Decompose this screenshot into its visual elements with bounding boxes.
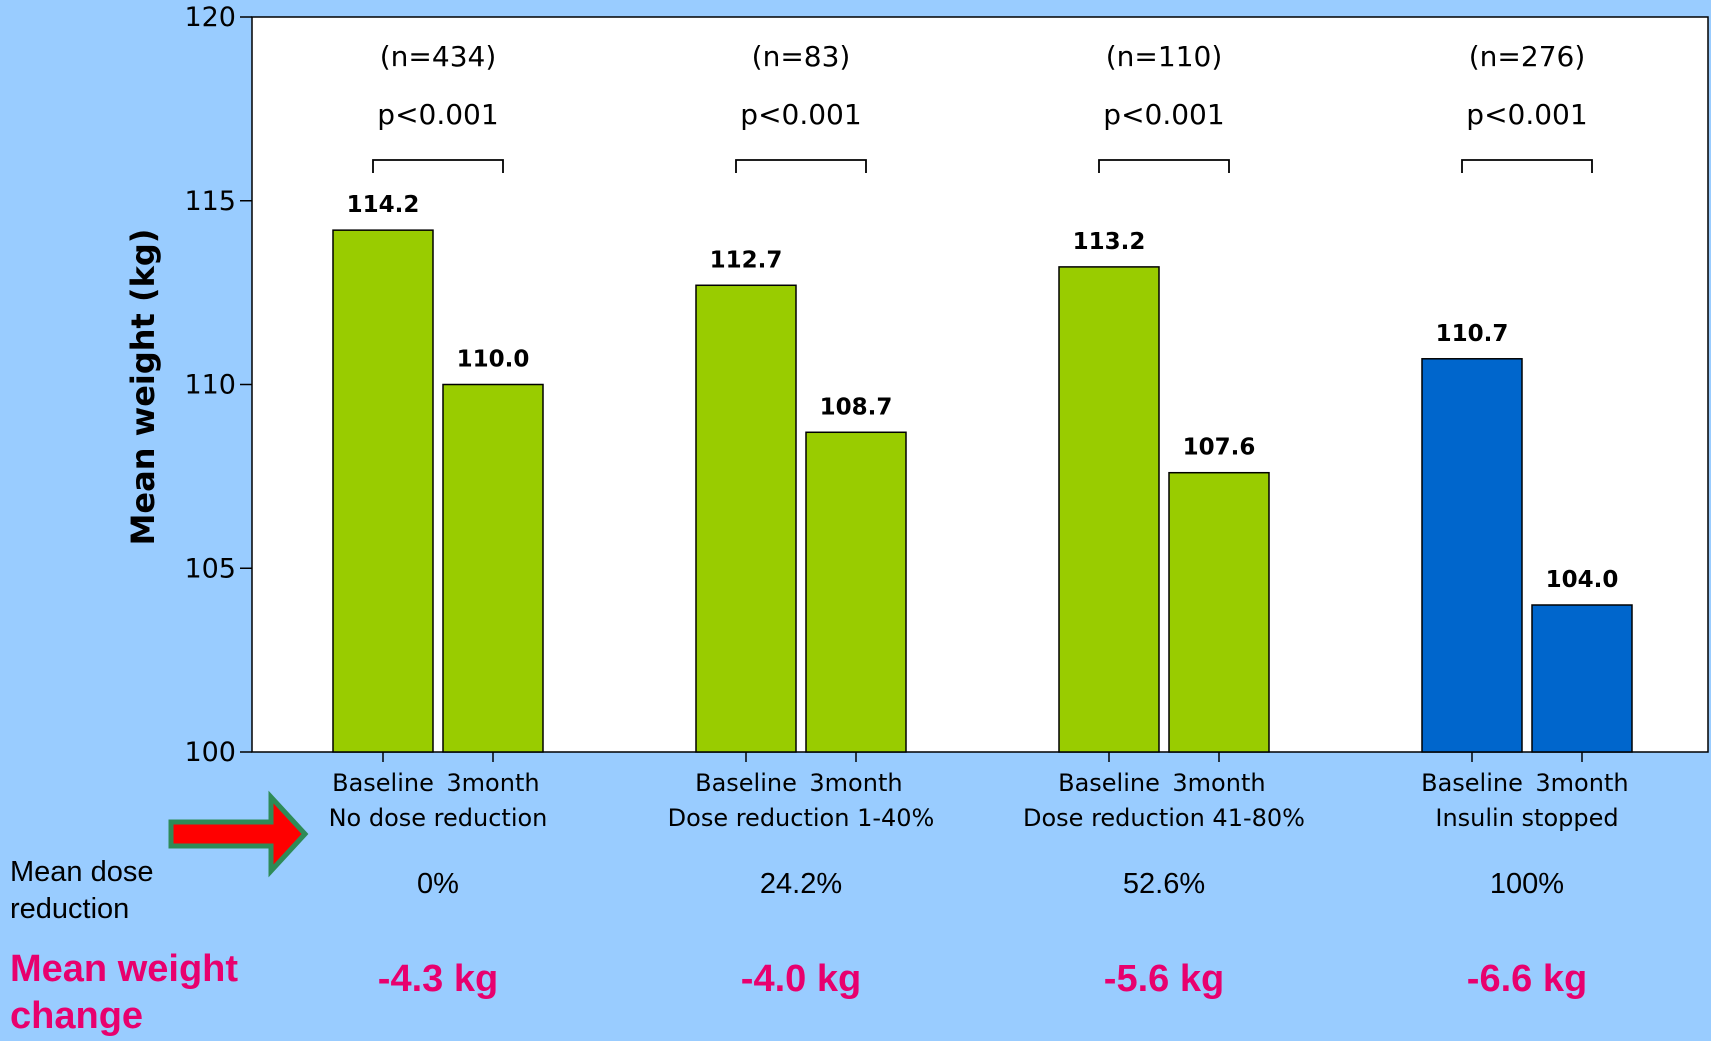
- x-tick-label: Baseline: [1421, 769, 1523, 797]
- y-axis-title: Mean weight (kg): [124, 229, 162, 546]
- x-tick-label: 3month: [446, 769, 539, 797]
- bar: [1531, 604, 1633, 753]
- x-tick-label: Baseline: [1058, 769, 1160, 797]
- group-n-label: (n=434): [380, 40, 497, 73]
- mean-weight-change-label: Mean weight change: [10, 948, 239, 1037]
- bar: [805, 431, 907, 753]
- group-label: Dose reduction 41-80%: [1023, 804, 1305, 832]
- bar: [695, 284, 797, 753]
- mean-dose-reduction-label: Mean dose reduction: [10, 856, 154, 925]
- weight-change-value: -4.0 kg: [740, 958, 862, 1000]
- x-tick-label: Baseline: [695, 769, 797, 797]
- weight-change-value: -6.6 kg: [1466, 958, 1588, 1000]
- group-label: No dose reduction: [329, 804, 548, 832]
- x-tick-label: 3month: [809, 769, 902, 797]
- bar-value-label: 104.0: [1546, 567, 1619, 593]
- bar-value-label: 110.7: [1436, 321, 1509, 347]
- significance-bracket: [1461, 159, 1593, 173]
- bar-value-label: 107.6: [1183, 435, 1256, 461]
- dose-reduction-value: 24.2%: [759, 868, 843, 900]
- significance-bracket: [735, 159, 867, 173]
- bar: [1421, 358, 1523, 753]
- group-label: Dose reduction 1-40%: [668, 804, 935, 832]
- significance-bracket: [372, 159, 504, 173]
- bar-value-label: 112.7: [710, 247, 783, 273]
- group-p-label: p<0.001: [377, 98, 498, 131]
- y-tick-label: 100: [184, 737, 236, 768]
- y-tick-label: 110: [184, 370, 236, 401]
- bar: [442, 383, 544, 753]
- x-tick-label: 3month: [1172, 769, 1265, 797]
- x-tick-label: Baseline: [332, 769, 434, 797]
- group-label: Insulin stopped: [1435, 804, 1618, 832]
- dose-reduction-value: 52.6%: [1122, 868, 1206, 900]
- bar: [332, 229, 434, 753]
- group-p-label: p<0.001: [1466, 98, 1587, 131]
- bar: [1058, 266, 1160, 753]
- right-arrow-icon: [168, 790, 309, 878]
- bar-value-label: 110.0: [457, 347, 530, 373]
- dose-reduction-value: 0%: [417, 868, 459, 900]
- group-p-label: p<0.001: [740, 98, 861, 131]
- dose-reduction-value: 100%: [1489, 868, 1565, 900]
- bar: [1168, 471, 1270, 753]
- y-tick-label: 105: [184, 553, 236, 584]
- group-p-label: p<0.001: [1103, 98, 1224, 131]
- weight-change-value: -4.3 kg: [377, 958, 499, 1000]
- group-n-label: (n=276): [1469, 40, 1586, 73]
- bar-value-label: 113.2: [1073, 229, 1146, 255]
- significance-bracket: [1098, 159, 1230, 173]
- bar-value-label: 114.2: [347, 192, 420, 218]
- y-tick-label: 120: [184, 2, 236, 33]
- x-tick-label: 3month: [1535, 769, 1628, 797]
- weight-change-value: -5.6 kg: [1103, 958, 1225, 1000]
- group-n-label: (n=83): [752, 40, 851, 73]
- bar-value-label: 108.7: [820, 394, 893, 420]
- group-n-label: (n=110): [1106, 40, 1223, 73]
- y-tick-label: 115: [184, 186, 236, 217]
